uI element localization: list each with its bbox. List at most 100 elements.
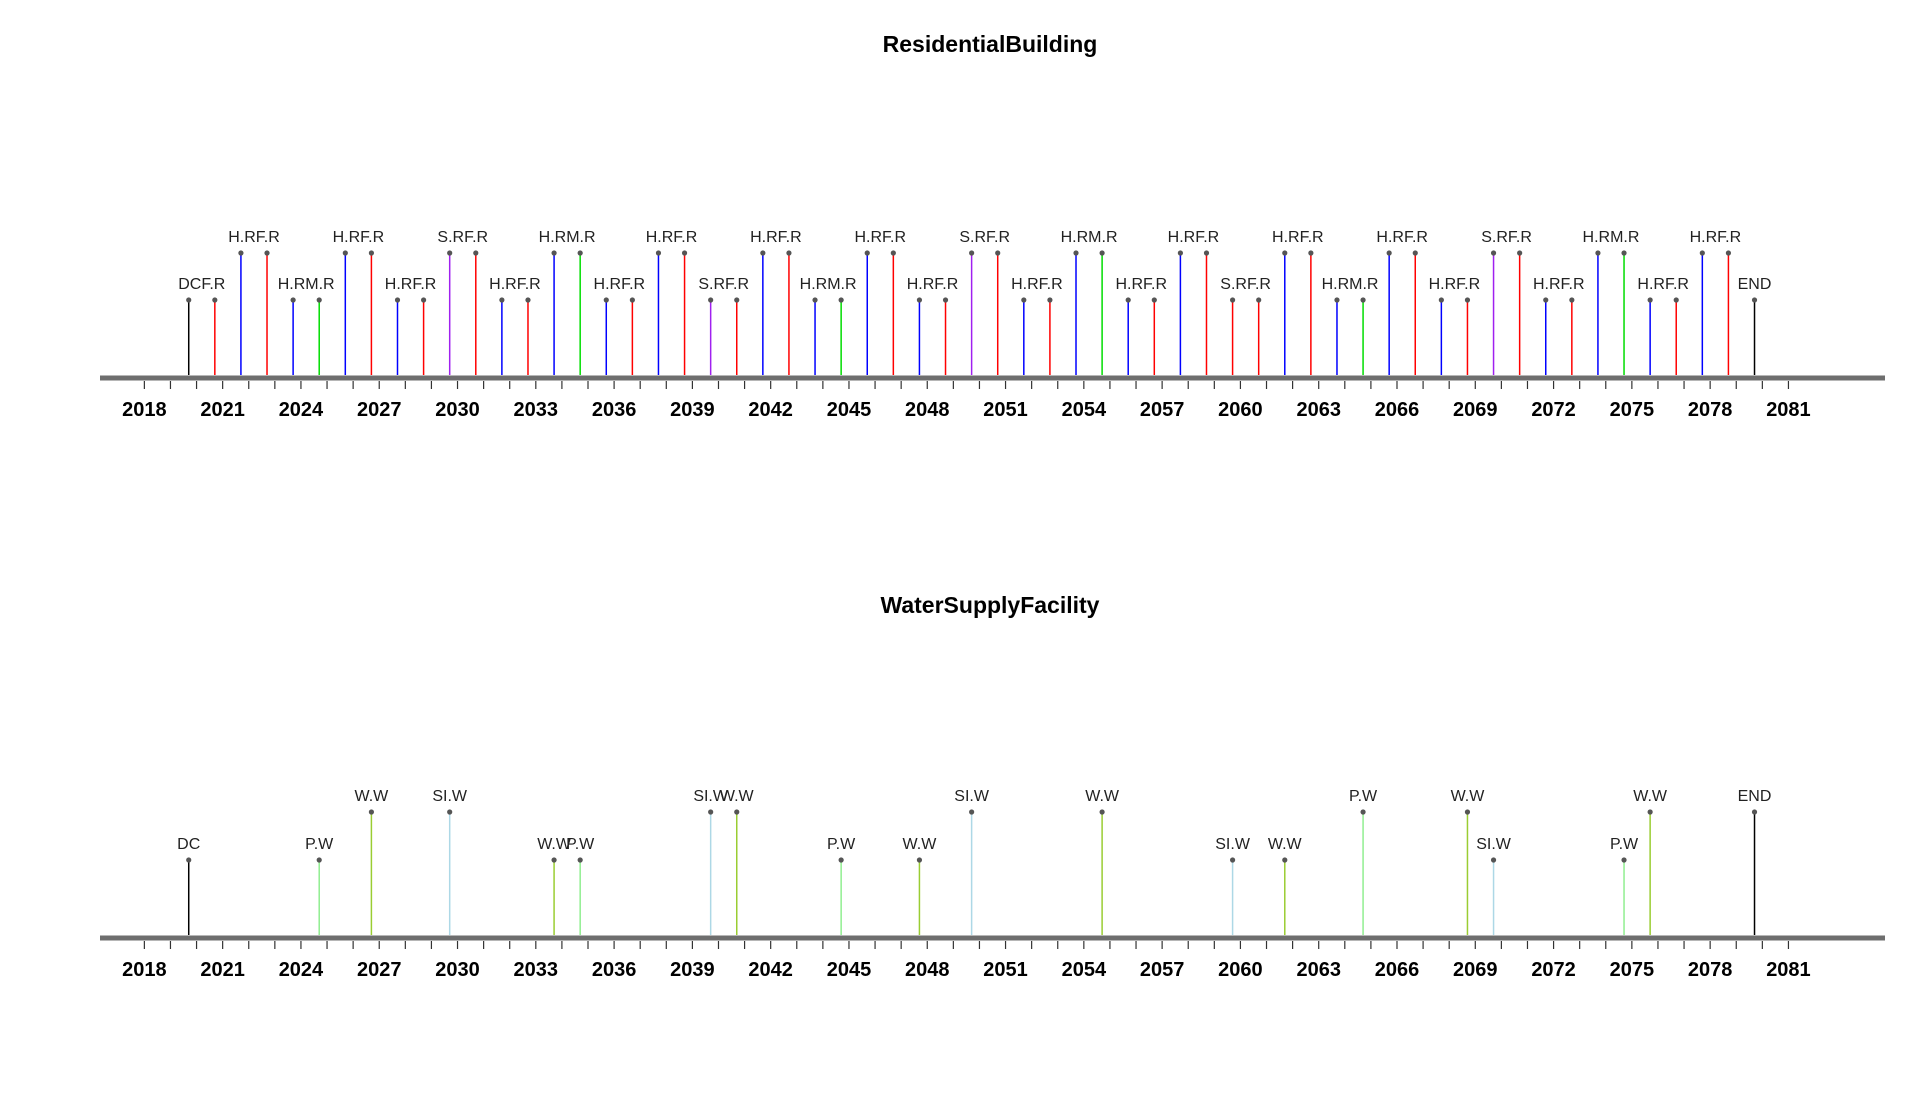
- event-label: SI.W: [954, 788, 990, 805]
- event-label: S.RF.R: [437, 229, 488, 246]
- event-point: [1751, 809, 1758, 815]
- event-point: [1647, 809, 1653, 815]
- event-point: [708, 297, 714, 303]
- event-point: [1725, 250, 1732, 256]
- event-point: [316, 857, 322, 863]
- event-label: W.W: [537, 836, 572, 853]
- event-label: H.RF.R: [489, 276, 541, 293]
- event-point: [238, 250, 244, 256]
- tick-label: 2033: [514, 399, 559, 421]
- event-point: [1490, 250, 1497, 256]
- event-point: [212, 297, 218, 303]
- event-label: H.RF.R: [1637, 276, 1689, 293]
- chart-title: ResidentialBuilding: [883, 31, 1098, 57]
- event-label: W.W: [720, 788, 755, 805]
- event-point: [1360, 809, 1366, 815]
- event-point: [1151, 297, 1157, 303]
- tick-label: 2021: [200, 399, 245, 421]
- event-point: [1621, 857, 1627, 863]
- chart-title: WaterSupplyFacility: [881, 592, 1100, 618]
- tick-label: 2030: [435, 399, 480, 421]
- tick-label: 2054: [1062, 959, 1107, 981]
- event-point: [1751, 297, 1758, 303]
- tick-label: 2066: [1375, 399, 1420, 421]
- tick-label: 2045: [827, 399, 872, 421]
- event-point: [838, 297, 844, 303]
- event-label: H.RF.R: [333, 229, 385, 246]
- event-label: W.W: [1633, 788, 1668, 805]
- event-label: W.W: [903, 836, 938, 853]
- event-label: H.RF.R: [855, 229, 907, 246]
- event-label: P.W: [566, 836, 595, 853]
- event-label: S.RF.R: [1481, 229, 1532, 246]
- event-label: H.RM.R: [539, 229, 596, 246]
- tick-label: 2036: [592, 959, 637, 981]
- event-point: [629, 297, 635, 303]
- tick-label: 2042: [748, 959, 793, 981]
- event-label: H.RF.R: [1168, 229, 1220, 246]
- tick-label: 2051: [983, 399, 1028, 421]
- event-label: P.W: [1610, 836, 1639, 853]
- event-point: [838, 857, 844, 863]
- event-point: [1203, 250, 1210, 256]
- event-point: [1517, 250, 1523, 256]
- tick-label: 2036: [592, 399, 637, 421]
- event-label: H.RM.R: [1061, 229, 1118, 246]
- event-point: [1229, 297, 1236, 303]
- event-label: H.RF.R: [228, 229, 280, 246]
- event-label: W.W: [1085, 788, 1120, 805]
- tick-label: 2048: [905, 959, 950, 981]
- tick-label: 2078: [1688, 399, 1733, 421]
- tick-label: 2075: [1610, 959, 1655, 981]
- event-point: [1438, 297, 1444, 303]
- event-label: SI.W: [1476, 836, 1512, 853]
- event-point: [890, 250, 896, 256]
- tick-label: 2024: [279, 399, 324, 421]
- event-label: SI.W: [1215, 836, 1251, 853]
- tick-label: 2066: [1375, 959, 1420, 981]
- tick-label: 2045: [827, 959, 872, 981]
- tick-label: 2024: [279, 959, 324, 981]
- event-point: [1464, 297, 1471, 303]
- timeline-panel: WaterSupplyFacility 2018 2021 2024 2027 2030 2…: [100, 592, 1885, 981]
- event-point: [1386, 250, 1392, 256]
- event-label: H.RM.R: [800, 276, 857, 293]
- event-point: [577, 857, 583, 863]
- event-point: [316, 297, 322, 303]
- event-point: [1125, 297, 1131, 303]
- tick-label: 2072: [1531, 959, 1576, 981]
- tick-label: 2060: [1218, 959, 1263, 981]
- event-point: [786, 250, 792, 256]
- event-point: [1308, 250, 1314, 256]
- event-label: H.RF.R: [646, 229, 698, 246]
- tick-label: 2027: [357, 399, 402, 421]
- event-label: S.RF.R: [959, 229, 1010, 246]
- tick-label: 2048: [905, 399, 950, 421]
- event-point: [447, 809, 453, 815]
- tick-label: 2027: [357, 959, 402, 981]
- tick-label: 2078: [1688, 959, 1733, 981]
- event-label: END: [1738, 276, 1772, 293]
- event-point: [603, 297, 609, 303]
- tick-label: 2057: [1140, 959, 1185, 981]
- event-point: [734, 297, 740, 303]
- tick-label: 2039: [670, 959, 715, 981]
- event-point: [1673, 297, 1679, 303]
- event-point: [473, 250, 479, 256]
- event-point: [1282, 250, 1288, 256]
- event-label: P.W: [1349, 788, 1378, 805]
- event-point: [1360, 297, 1366, 303]
- tick-label: 2033: [514, 959, 559, 981]
- event-point: [1543, 297, 1549, 303]
- event-label: H.RM.R: [1583, 229, 1640, 246]
- tick-label: 2072: [1531, 399, 1576, 421]
- event-label: END: [1738, 788, 1772, 805]
- event-point: [916, 857, 923, 863]
- event-point: [447, 250, 453, 256]
- event-point: [1047, 297, 1053, 303]
- event-label: P.W: [827, 836, 856, 853]
- tick-label: 2018: [122, 959, 167, 981]
- event-point: [342, 250, 348, 256]
